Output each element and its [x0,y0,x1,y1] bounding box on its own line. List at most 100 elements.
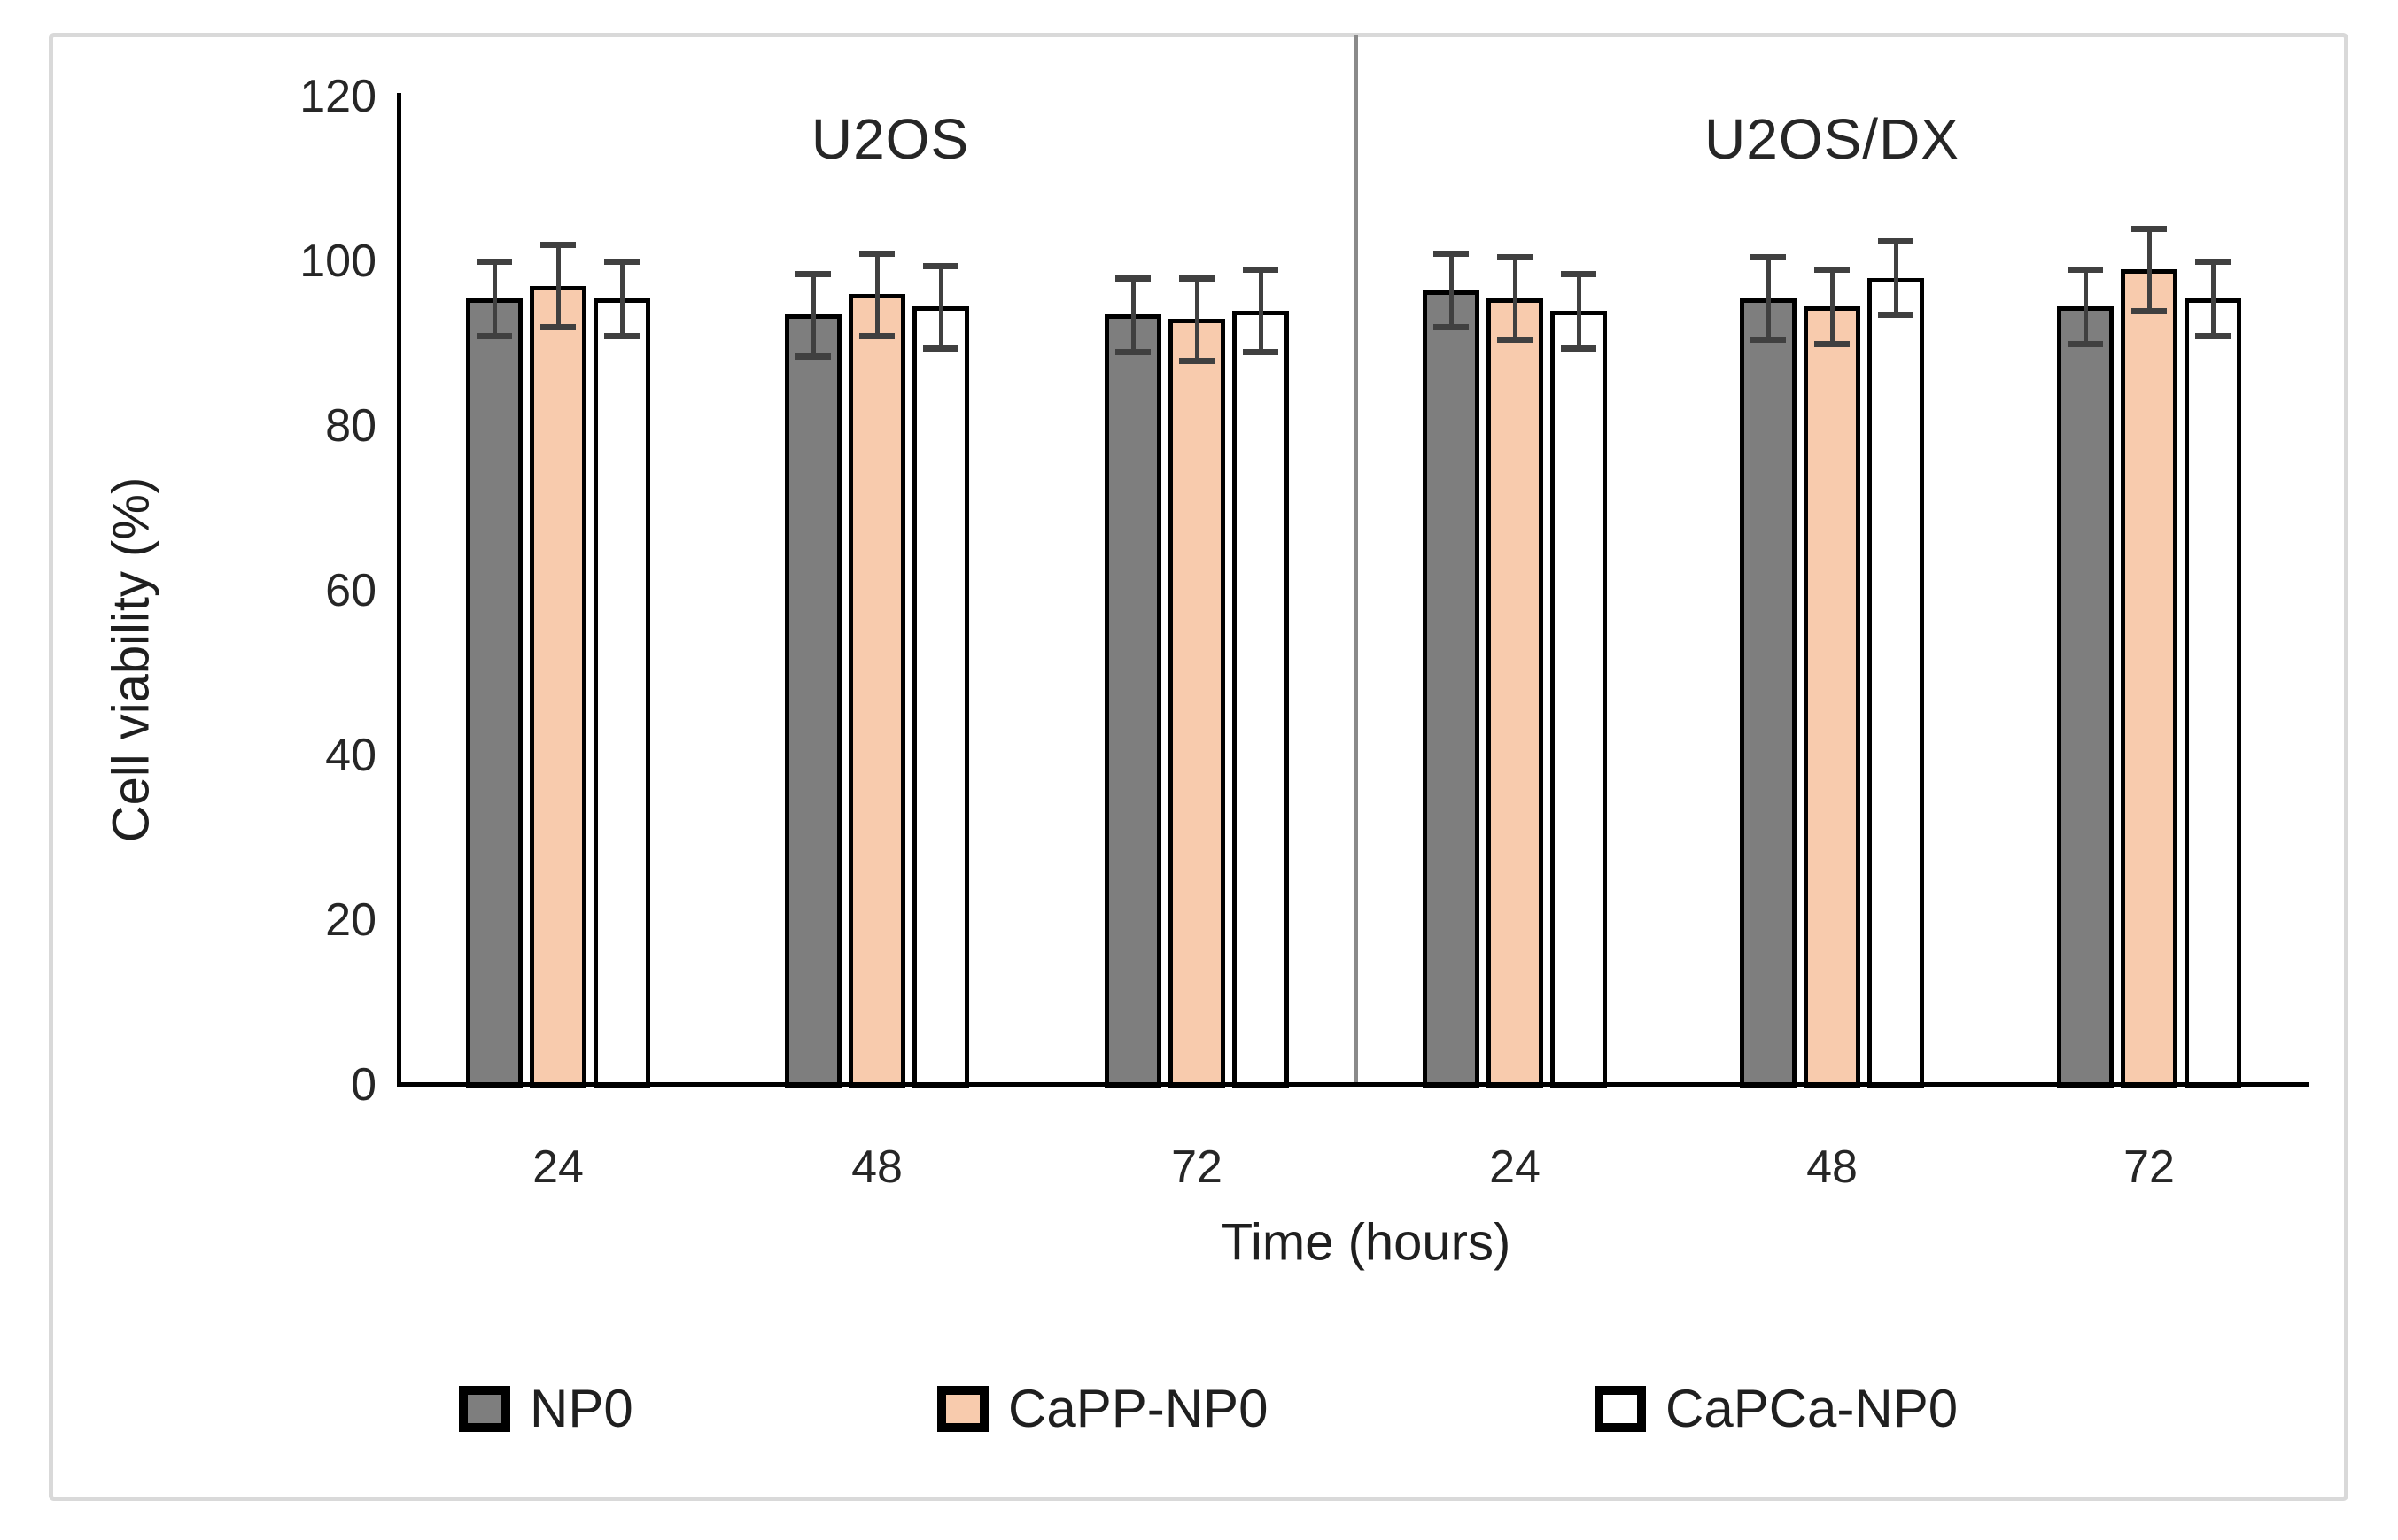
error-bar-cap [923,262,958,269]
legend-swatch [937,1385,989,1432]
error-bar-cap [2068,267,2103,274]
error-bar [1512,257,1517,340]
bar-capca-np0-u2osdx-48h [1867,277,1924,1088]
error-bar-cap [923,344,958,352]
error-bar-cap [604,259,640,265]
error-bar-cap [795,270,831,277]
error-bar [811,273,816,356]
bar-np0-u2os-48h [785,314,842,1088]
error-bar-cap [2195,332,2231,339]
bar-capp-np0-u2osdx-72h [2121,269,2177,1088]
legend-label: NP0 [530,1379,633,1438]
bar-capca-np0-u2osdx-72h [2185,298,2241,1088]
error-bar-cap [1750,337,1786,344]
bar-capp-np0-u2os-48h [849,294,905,1088]
error-bar-cap [2195,259,2231,265]
error-bar [619,261,625,336]
error-bar [1766,257,1771,340]
bar-np0-u2osdx-48h [1740,298,1797,1088]
y-axis-line [397,93,401,1087]
error-bar-cap [1561,344,1596,352]
y-tick-label: 0 [351,1059,376,1111]
error-bar [1829,269,1835,344]
legend-item-np0: NP0 [459,1378,633,1439]
error-bar-cap [1750,254,1786,261]
error-bar-cap [477,332,512,339]
error-bar [2083,269,2088,344]
error-bar-cap [1561,270,1596,277]
y-axis-label: Cell viability (%) [102,476,160,843]
legend-swatch [1595,1385,1646,1432]
error-bar-cap [795,352,831,360]
error-bar-cap [1497,254,1533,261]
error-bar-cap [1243,267,1278,274]
error-bar-cap [477,259,512,265]
y-tick-label: 80 [325,400,376,452]
panel-title-u2os: U2OS [811,107,970,171]
error-bar [1258,269,1263,352]
error-bar [938,265,943,348]
x-tick-label: 48 [851,1141,903,1193]
error-bar-cap [1243,349,1278,356]
error-bar-cap [604,332,640,339]
error-bar [1576,273,1581,348]
error-bar-cap [1433,250,1469,257]
x-tick-label: 72 [1171,1141,1222,1193]
panel-divider-line [1354,35,1358,1086]
error-bar-cap [540,324,576,331]
error-bar-cap [1115,349,1151,356]
bar-capp-np0-u2osdx-48h [1804,306,1860,1088]
bar-np0-u2osdx-72h [2057,306,2114,1088]
error-bar-cap [1497,337,1533,344]
error-bar [1448,252,1454,328]
error-bar [2210,261,2216,336]
bar-capca-np0-u2osdx-24h [1550,310,1607,1088]
error-bar-cap [1878,237,1913,244]
bar-capp-np0-u2osdx-24h [1486,298,1543,1088]
y-tick-label: 40 [325,730,376,781]
bar-np0-u2osdx-24h [1423,290,1479,1088]
error-bar [492,261,497,336]
x-tick-label: 24 [532,1141,584,1193]
legend-item-capca-np0: CaPCa-NP0 [1595,1378,1958,1439]
bar-capca-np0-u2os-24h [594,298,650,1088]
legend-item-capp-np0: CaPP-NP0 [937,1378,1268,1439]
error-bar-cap [1115,275,1151,282]
error-bar-cap [1814,267,1850,274]
x-tick-label: 72 [2123,1141,2175,1193]
bar-np0-u2os-72h [1105,314,1161,1088]
error-bar [2146,228,2152,311]
error-bar-cap [1179,357,1215,364]
error-bar-cap [1878,312,1913,319]
bar-capp-np0-u2os-72h [1168,319,1225,1088]
bar-np0-u2os-24h [466,298,523,1088]
error-bar [1130,277,1136,352]
bar-capca-np0-u2os-48h [912,306,969,1088]
error-bar-cap [1433,324,1469,331]
x-axis-line [397,1082,2309,1087]
error-bar [1194,277,1199,360]
y-tick-label: 100 [299,236,376,287]
error-bar-cap [2131,225,2167,232]
y-tick-label: 120 [299,71,376,122]
error-bar-cap [1814,341,1850,347]
bar-capp-np0-u2os-24h [530,285,586,1088]
error-bar-cap [859,250,895,257]
bar-capca-np0-u2os-72h [1232,310,1289,1088]
legend-label: CaPCa-NP0 [1665,1379,1959,1438]
error-bar [555,244,561,328]
error-bar [1893,240,1898,315]
x-axis-label: Time (hours) [1221,1213,1511,1272]
error-bar-cap [859,332,895,339]
x-tick-label: 24 [1489,1141,1540,1193]
y-tick-label: 20 [325,894,376,946]
y-tick-label: 60 [325,565,376,616]
panel-title-u2osdx: U2OS/DX [1704,107,1960,171]
error-bar [874,252,880,336]
x-tick-label: 48 [1806,1141,1858,1193]
legend-swatch [459,1385,510,1432]
error-bar-cap [2131,307,2167,314]
error-bar-cap [540,242,576,249]
error-bar-cap [1179,275,1215,282]
